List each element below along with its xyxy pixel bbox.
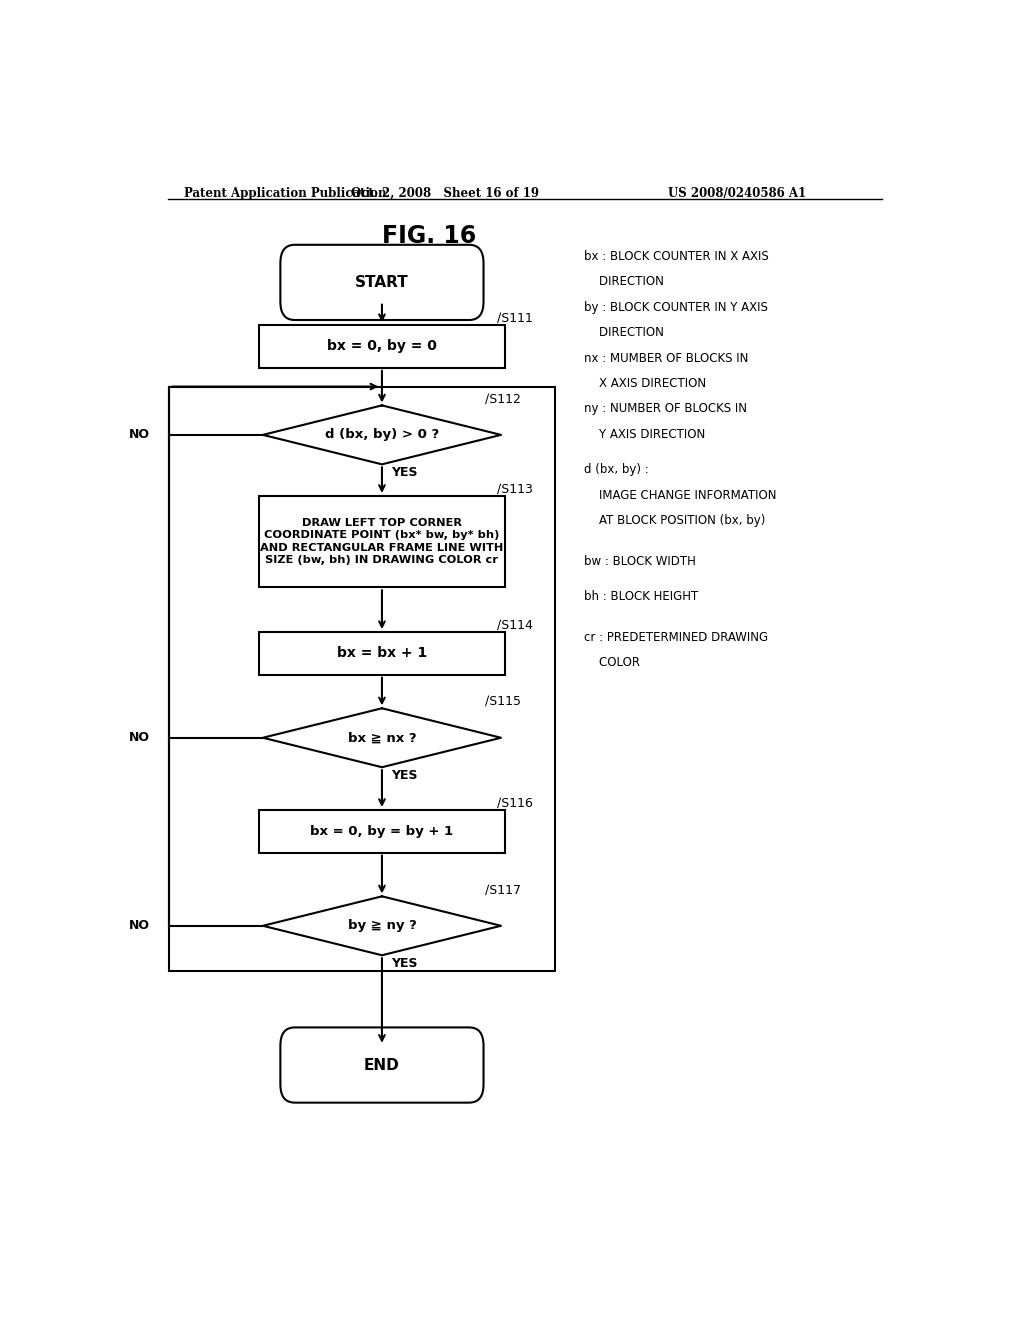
FancyBboxPatch shape <box>281 244 483 319</box>
Text: Patent Application Publication: Patent Application Publication <box>183 187 386 199</box>
Bar <box>259 496 505 587</box>
Bar <box>259 632 505 675</box>
Text: X AXIS DIRECTION: X AXIS DIRECTION <box>585 378 707 389</box>
Text: ny : NUMBER OF BLOCKS IN: ny : NUMBER OF BLOCKS IN <box>585 403 748 416</box>
Polygon shape <box>263 896 501 956</box>
Text: YES: YES <box>391 770 418 783</box>
Text: DIRECTION: DIRECTION <box>585 276 665 288</box>
Text: ∕S116: ∕S116 <box>497 797 532 810</box>
Text: bx = bx + 1: bx = bx + 1 <box>337 647 427 660</box>
Bar <box>169 387 555 970</box>
Polygon shape <box>263 405 501 465</box>
Text: bw : BLOCK WIDTH: bw : BLOCK WIDTH <box>585 554 696 568</box>
Text: NO: NO <box>128 731 150 744</box>
Text: by ≧ ny ?: by ≧ ny ? <box>347 919 417 932</box>
Text: bx : BLOCK COUNTER IN X AXIS: bx : BLOCK COUNTER IN X AXIS <box>585 249 769 263</box>
Text: d (bx, by) :: d (bx, by) : <box>585 463 649 477</box>
Text: FIG. 16: FIG. 16 <box>382 224 477 248</box>
Text: START: START <box>355 275 409 290</box>
Text: AT BLOCK POSITION (bx, by): AT BLOCK POSITION (bx, by) <box>585 515 766 527</box>
Text: cr : PREDETERMINED DRAWING: cr : PREDETERMINED DRAWING <box>585 631 768 644</box>
Text: ∕S117: ∕S117 <box>485 883 521 896</box>
Text: YES: YES <box>391 957 418 970</box>
Text: END: END <box>365 1057 399 1073</box>
Text: NO: NO <box>128 919 150 932</box>
Text: Oct. 2, 2008   Sheet 16 of 19: Oct. 2, 2008 Sheet 16 of 19 <box>351 187 540 199</box>
Bar <box>259 810 505 853</box>
Text: by : BLOCK COUNTER IN Y AXIS: by : BLOCK COUNTER IN Y AXIS <box>585 301 768 314</box>
Text: bx = 0, by = 0: bx = 0, by = 0 <box>327 339 437 354</box>
Text: ∕S115: ∕S115 <box>485 696 521 709</box>
Polygon shape <box>263 709 501 767</box>
Text: nx : MUMBER OF BLOCKS IN: nx : MUMBER OF BLOCKS IN <box>585 351 749 364</box>
Text: COLOR: COLOR <box>585 656 640 669</box>
Text: IMAGE CHANGE INFORMATION: IMAGE CHANGE INFORMATION <box>585 488 777 502</box>
FancyBboxPatch shape <box>281 1027 483 1102</box>
Text: DRAW LEFT TOP CORNER
COORDINATE POINT (bx* bw, by* bh)
AND RECTANGULAR FRAME LIN: DRAW LEFT TOP CORNER COORDINATE POINT (b… <box>260 517 504 565</box>
Text: NO: NO <box>128 429 150 441</box>
Text: bh : BLOCK HEIGHT: bh : BLOCK HEIGHT <box>585 590 698 603</box>
Text: DIRECTION: DIRECTION <box>585 326 665 339</box>
Text: bx ≧ nx ?: bx ≧ nx ? <box>347 731 417 744</box>
Bar <box>259 325 505 368</box>
Text: US 2008/0240586 A1: US 2008/0240586 A1 <box>668 187 806 199</box>
Text: d (bx, by) > 0 ?: d (bx, by) > 0 ? <box>325 429 439 441</box>
Text: ∕S114: ∕S114 <box>497 619 532 632</box>
Text: ∕S111: ∕S111 <box>497 312 532 325</box>
Text: bx = 0, by = by + 1: bx = 0, by = by + 1 <box>310 825 454 838</box>
Text: YES: YES <box>391 466 418 479</box>
Text: Y AXIS DIRECTION: Y AXIS DIRECTION <box>585 428 706 441</box>
Text: ∕S113: ∕S113 <box>497 483 532 496</box>
Text: ∕S112: ∕S112 <box>485 392 521 405</box>
